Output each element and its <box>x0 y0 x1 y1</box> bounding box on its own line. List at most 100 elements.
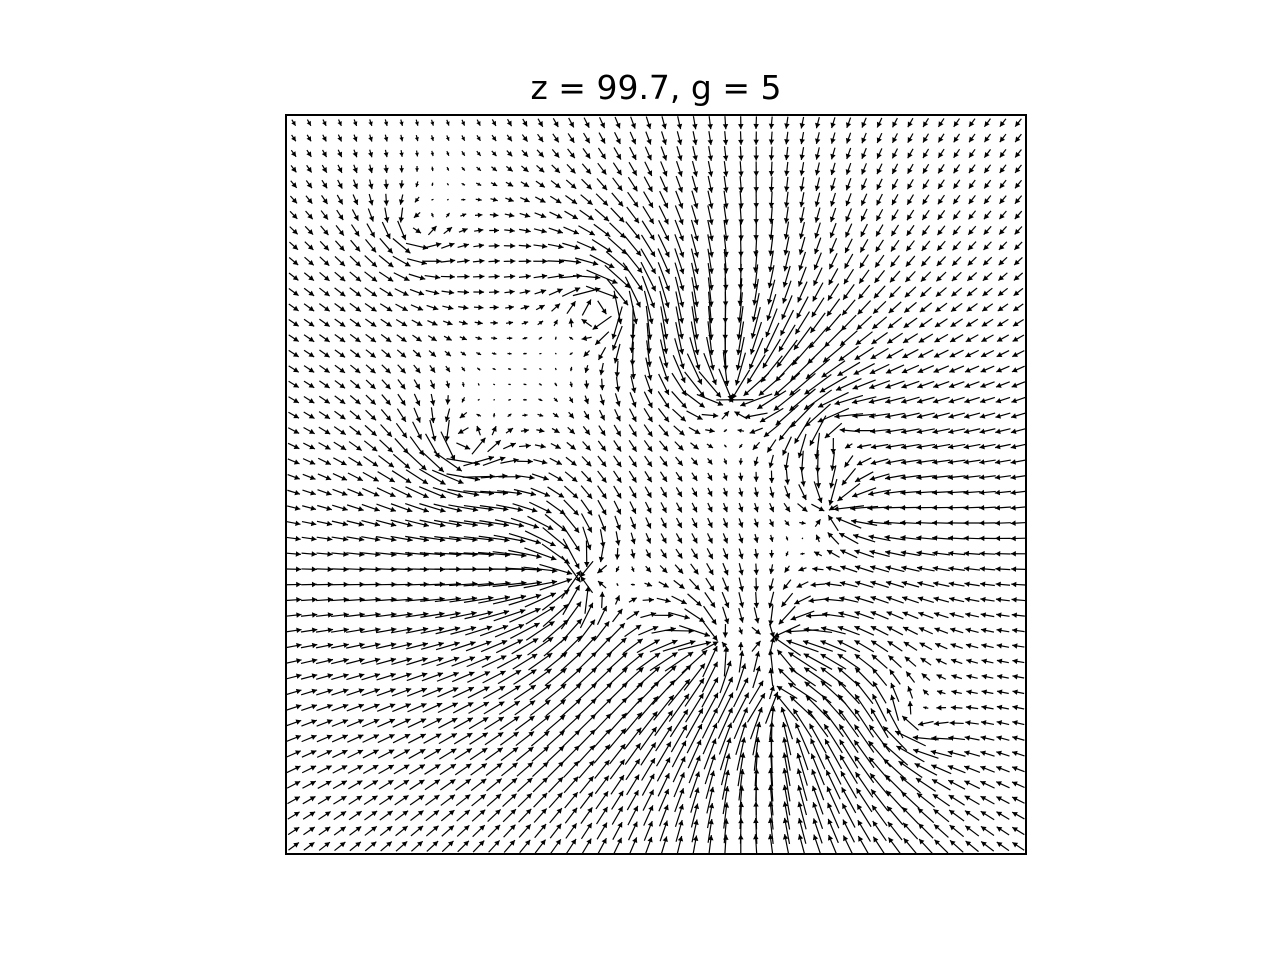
arrow-head <box>326 536 333 542</box>
arrow-head <box>694 787 700 794</box>
arrow-head <box>418 779 425 785</box>
arrow-head <box>804 389 811 395</box>
arrow-head <box>829 232 835 238</box>
arrow-head <box>525 243 532 249</box>
arrow-head <box>635 743 641 749</box>
arrow-head <box>494 227 499 234</box>
arrow-head <box>417 841 423 847</box>
arrow-head <box>998 259 1005 266</box>
arrow-head <box>711 379 717 385</box>
arrow-head <box>996 796 1003 802</box>
arrow-head <box>768 155 775 161</box>
arrow-head <box>615 415 621 422</box>
arrow-head <box>477 367 481 371</box>
arrow-head <box>840 565 846 571</box>
arrow-shaft <box>524 547 557 561</box>
arrow-head <box>678 317 685 324</box>
arrow-head <box>709 786 715 793</box>
arrow-head <box>876 230 881 237</box>
arrow-head <box>502 490 509 496</box>
arrow-shaft <box>762 338 781 369</box>
arrow-head <box>485 640 492 646</box>
arrow-head <box>575 699 581 705</box>
arrow-head <box>963 535 969 541</box>
arrow-shaft <box>684 371 705 398</box>
arrow-head <box>389 477 395 483</box>
arrow-head <box>916 520 922 526</box>
arrow-head <box>723 618 730 624</box>
arrow-shaft <box>649 651 678 672</box>
arrow-head <box>680 599 687 604</box>
arrow-head <box>799 138 805 145</box>
arrow-head <box>307 198 313 204</box>
arrow-head <box>953 152 959 158</box>
arrow-head <box>922 198 928 205</box>
arrow-head <box>487 610 493 616</box>
arrow-head <box>444 435 450 442</box>
arrow-head <box>723 834 729 840</box>
arrow-head <box>920 657 927 663</box>
arrow-head <box>845 122 852 128</box>
arrow-head <box>708 553 713 560</box>
arrow-head <box>417 825 424 832</box>
arrow-head <box>892 168 898 174</box>
arrow-head <box>620 743 626 750</box>
arrow-head <box>646 123 652 129</box>
arrow-head <box>600 137 606 144</box>
arrow-shaft <box>819 376 848 393</box>
arrow-head <box>406 492 412 498</box>
arrow-head <box>996 627 1002 634</box>
arrow-head <box>922 229 928 236</box>
arrow-head <box>493 367 496 370</box>
arrow-head <box>371 826 377 832</box>
arrow-head <box>906 245 912 252</box>
arrow-head <box>784 123 790 129</box>
arrow-shaft <box>732 692 750 724</box>
arrow-head <box>406 626 413 633</box>
arrow-shaft <box>463 552 494 556</box>
arrow-head <box>723 411 729 417</box>
arrow-shaft <box>641 275 655 309</box>
arrow-head <box>386 841 392 847</box>
arrow-head <box>293 397 299 403</box>
arrow-head <box>630 334 636 340</box>
arrow-head <box>979 459 985 465</box>
arrow-shaft <box>733 677 749 708</box>
arrow-head <box>558 492 565 498</box>
arrow-head <box>647 836 653 843</box>
arrow-shaft <box>809 415 827 446</box>
arrow-shaft <box>789 695 816 720</box>
arrow-head <box>600 445 606 452</box>
arrow-head <box>903 626 909 632</box>
arrow-head <box>934 321 941 327</box>
arrow-head <box>790 421 797 428</box>
arrow-head <box>981 321 988 327</box>
arrow-shaft <box>778 324 796 352</box>
arrow-head <box>485 655 491 661</box>
arrow-head <box>355 261 361 267</box>
arrow-head <box>723 171 729 177</box>
arrow-head <box>852 384 859 390</box>
arrow-head <box>1012 674 1018 680</box>
arrow-head <box>667 710 673 717</box>
arrow-shaft <box>820 680 847 705</box>
arrow-head <box>356 460 363 466</box>
arrow-head <box>708 819 714 825</box>
arrow-head <box>523 181 530 187</box>
arrow-head <box>324 321 330 327</box>
arrow-head <box>917 367 924 374</box>
arrow-head <box>370 841 377 848</box>
arrow-shaft <box>796 737 809 771</box>
arrow-head <box>739 444 743 448</box>
arrow-head <box>916 413 923 419</box>
arrow-head <box>692 490 698 497</box>
arrow-head <box>430 121 435 126</box>
arrow-head <box>947 535 954 541</box>
arrow-head <box>662 836 668 843</box>
arrow-head <box>405 687 412 694</box>
arrow-shaft <box>791 341 814 366</box>
arrow-head <box>835 385 842 391</box>
arrow-head <box>558 761 564 768</box>
arrow-head <box>668 695 674 701</box>
arrow-head <box>616 492 622 499</box>
